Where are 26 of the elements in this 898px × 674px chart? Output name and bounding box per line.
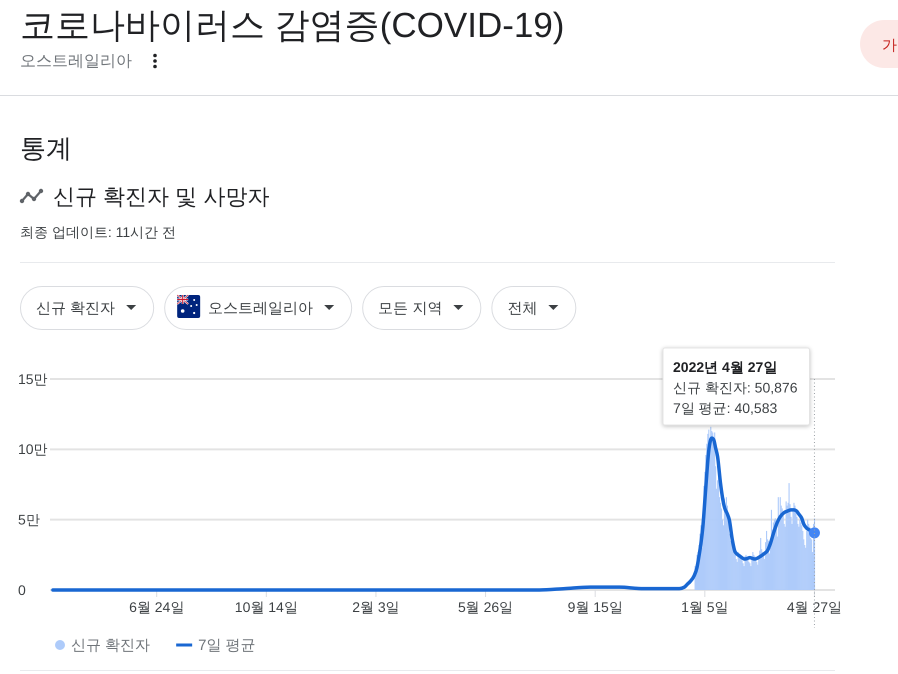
text: 모든 지역 (378, 300, 442, 317)
chart-subtitle: 오스트레일리아 (20, 53, 132, 70)
text: 통계 (20, 133, 72, 163)
text: 신규 확진자 및 사망자 (53, 184, 270, 209)
x-tick-label: 10월 14일 (234, 599, 298, 615)
y-tick-label: 5만 (18, 512, 40, 528)
x-tick-label: 2월 3일 (352, 599, 400, 615)
legend-label: 신규 확진자 (71, 637, 150, 654)
text: 가 (882, 37, 897, 54)
annotation: 7일 평균: 40,583 (673, 400, 778, 416)
x-tick-label: 5월 26일 (458, 599, 514, 615)
chart-title: 코로나바이러스 감염증(COVID-19) (20, 6, 564, 45)
y-tick-label: 0 (18, 582, 26, 598)
x-tick-label: 1월 5일 (681, 599, 729, 615)
y-tick-label: 15만 (18, 370, 48, 387)
text: 최종 업데이트: 11시간 전 (20, 224, 176, 240)
x-tick-label: 4월 27일 (786, 599, 842, 615)
text: 전체 (507, 300, 538, 317)
legend-label: 7일 평균 (198, 637, 256, 654)
text: 2022년 4월 27일 (673, 359, 778, 375)
x-tick-label: 9월 15일 (568, 599, 623, 615)
y-tick-label: 10만 (18, 441, 48, 458)
annotation: 신규 확진자: 50,876 (673, 380, 798, 396)
text: 신규 확진자 (36, 300, 116, 317)
text: 오스트레일리아 (208, 300, 314, 317)
x-tick-label: 6월 24일 (129, 599, 184, 615)
